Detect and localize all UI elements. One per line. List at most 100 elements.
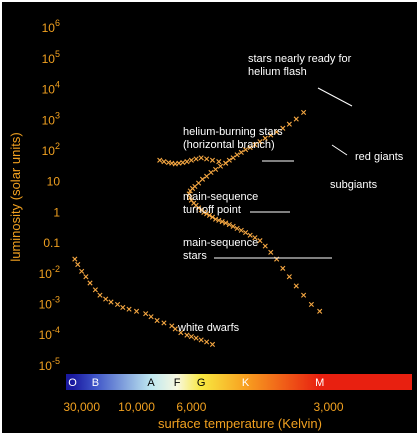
y-tick-exponent: 4	[55, 80, 60, 90]
star-point	[114, 301, 121, 308]
annotation-line: main-sequence	[183, 191, 258, 203]
y-tick-label: 0.1	[43, 236, 60, 250]
y-tick-base: 10	[39, 267, 53, 281]
star-point	[187, 195, 193, 201]
star-point	[238, 149, 244, 155]
star-point	[293, 116, 299, 122]
star-point	[247, 232, 253, 238]
star-point	[184, 332, 190, 338]
star-point	[178, 330, 184, 336]
star-point	[280, 125, 286, 131]
star-point	[72, 256, 78, 262]
annotation-line: helium-burning stars	[183, 126, 283, 138]
star-point	[301, 109, 307, 116]
star-point	[199, 176, 206, 182]
y-tick-base: 10	[42, 83, 56, 97]
star-point	[143, 311, 149, 317]
star-point	[223, 160, 229, 166]
annotation-text: red giants	[355, 151, 404, 163]
star-point	[161, 159, 167, 165]
star-point	[97, 292, 103, 298]
star-point	[234, 152, 240, 158]
star-point	[308, 301, 314, 308]
star-point	[268, 132, 274, 138]
annotation-line: (horizontal branch)	[183, 139, 275, 151]
star-point	[184, 159, 190, 165]
star-point	[223, 220, 229, 226]
y-tick-exponent: 6	[55, 18, 60, 28]
star-point	[148, 314, 154, 320]
star-point	[157, 157, 163, 163]
star-point	[188, 333, 194, 340]
y-tick-base: 0.1	[43, 236, 60, 250]
y-tick-label: 105	[42, 49, 60, 66]
star-point	[204, 211, 210, 217]
star-point	[226, 221, 232, 228]
star-point	[301, 292, 307, 298]
spectral-color-bar	[66, 374, 412, 390]
star-point	[238, 227, 244, 233]
annotation-line: main-sequence	[183, 237, 258, 249]
y-tick-label: 10-3	[39, 294, 60, 311]
x-tick-label: 30,000	[63, 400, 100, 414]
star-point	[217, 163, 224, 169]
annotation-line: red giants	[355, 151, 404, 163]
star-point	[120, 304, 126, 311]
star-point	[247, 144, 253, 151]
star-point	[252, 235, 258, 241]
star-point	[165, 159, 172, 166]
star-point	[206, 212, 213, 218]
spectral-class-label: O	[68, 377, 77, 389]
spectral-class-label: K	[242, 377, 250, 389]
y-tick-label: 10	[47, 175, 61, 189]
star-point	[186, 191, 192, 197]
star-point	[180, 159, 186, 166]
y-tick-exponent: 2	[55, 141, 60, 151]
spectral-class-label: M	[315, 377, 324, 389]
star-point	[204, 173, 210, 179]
y-tick-exponent: -2	[52, 264, 60, 274]
star-point	[252, 142, 258, 148]
y-tick-label: 103	[42, 110, 60, 127]
star-point	[212, 166, 219, 173]
annotation-line: stars	[183, 250, 207, 262]
star-point	[196, 180, 202, 186]
y-tick-base: 10	[42, 52, 56, 66]
star-point	[216, 159, 222, 165]
star-point	[262, 135, 268, 141]
star-point	[209, 214, 216, 220]
star-point	[204, 156, 210, 162]
annotation-line: stars nearly ready for	[248, 53, 352, 65]
x-tick-label: 6,000	[176, 400, 206, 414]
y-tick-label: 10-2	[39, 264, 60, 281]
y-tick-label: 106	[42, 18, 60, 35]
star-point	[79, 268, 85, 274]
y-tick-base: 10	[42, 113, 56, 127]
annotation-leader-line	[317, 87, 353, 107]
star-point	[161, 320, 167, 326]
star-point	[286, 274, 292, 280]
y-tick-label: 10-5	[39, 356, 60, 373]
star-point	[219, 219, 225, 225]
spectral-class-label: F	[174, 377, 181, 389]
annotation-line: white dwarfs	[177, 322, 240, 334]
annotation-text: stars nearly ready for helium flash	[248, 53, 352, 78]
star-point	[193, 156, 199, 162]
star-point	[172, 326, 178, 332]
y-tick-exponent: 3	[55, 110, 60, 120]
y-tick-exponent: 5	[55, 49, 60, 59]
star-point	[268, 249, 274, 255]
annotation-leader-line	[331, 144, 348, 156]
star-point	[274, 129, 280, 135]
y-tick-base: 1	[53, 205, 60, 219]
annotation-text: white dwarfs	[177, 322, 240, 334]
spectral-class-label: A	[147, 377, 155, 389]
y-tick-label: 10-4	[39, 325, 60, 342]
y-tick-exponent: -5	[52, 356, 60, 366]
x-tick-label: 3,000	[314, 400, 344, 414]
star-point	[230, 155, 236, 161]
y-tick-label: 102	[42, 141, 60, 158]
